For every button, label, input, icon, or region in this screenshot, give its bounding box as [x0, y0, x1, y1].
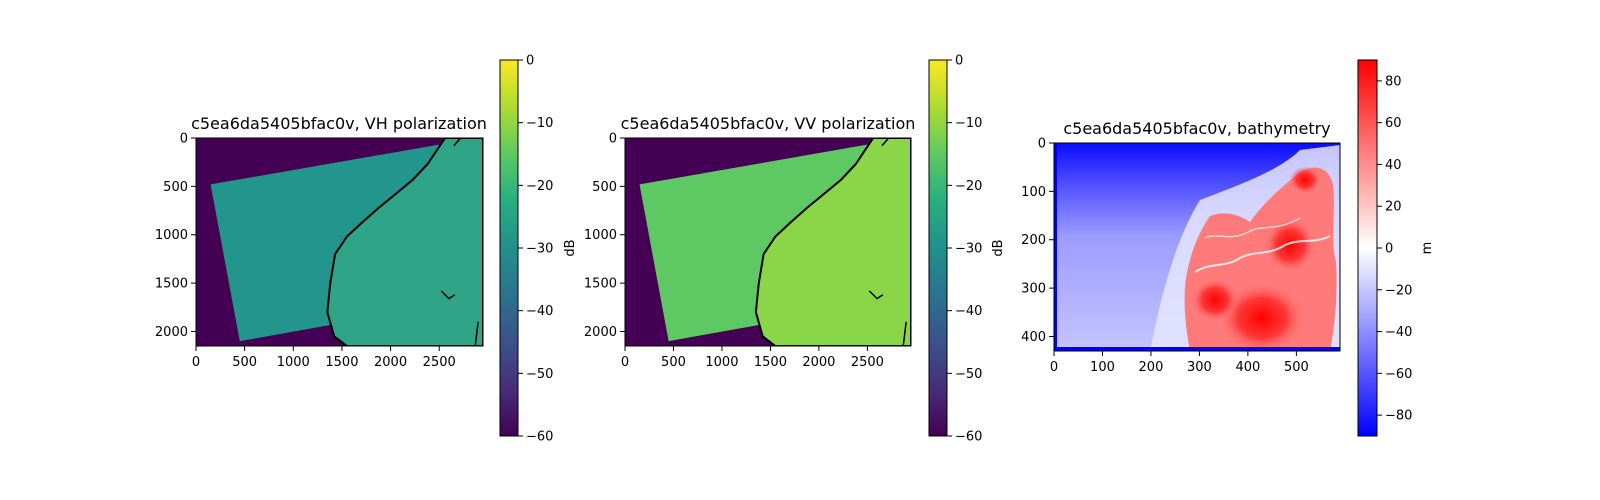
vv-colorbar — [928, 59, 948, 437]
bathymetry-high-elevation-peninsula — [1289, 166, 1321, 194]
bathymetry-xtick-label: 200 — [1139, 360, 1164, 375]
vh-ytick-label: 1500 — [155, 277, 188, 292]
vv-colorbar-tick-label: −60 — [955, 430, 982, 445]
bathymetry-panel: c5ea6da5405bfac0v, bathymetry 0 100 200 300… — [1021, 59, 1435, 437]
bathymetry-colorbar-tick-label: 40 — [1385, 158, 1402, 173]
vv-ytick-label: 0 — [609, 132, 617, 147]
bathymetry-image — [1054, 143, 1340, 351]
bathymetry-colorbar-label: m — [1420, 242, 1435, 255]
bathymetry-colorbar-tick-label: −60 — [1385, 367, 1412, 382]
bathymetry-colorbar-tick-label: 60 — [1385, 116, 1402, 131]
bathymetry-fjord-2 — [1204, 217, 1301, 239]
vv-coastline-east — [868, 138, 907, 346]
vh-xtick-label: 2000 — [374, 355, 407, 370]
vh-xtick-label: 1000 — [277, 355, 310, 370]
vh-ytick-label: 1000 — [155, 228, 188, 243]
bathymetry-colorbar-tick-label: −40 — [1385, 325, 1412, 340]
bathymetry-x-axis: 0 100 200 300 400 500 — [1050, 351, 1309, 375]
vv-title: c5ea6da5405bfac0v, VV polarization — [621, 114, 916, 133]
bathymetry-title: c5ea6da5405bfac0v, bathymetry — [1063, 119, 1330, 138]
bathymetry-colorbar-tick-label: 80 — [1385, 74, 1402, 89]
vv-xtick-label: 0 — [621, 355, 629, 370]
vh-colorbar-tick-label: −10 — [526, 116, 553, 131]
vh-ytick-label: 0 — [180, 132, 188, 147]
vh-coastline-east — [440, 138, 479, 346]
bathymetry-xtick-label: 100 — [1090, 360, 1115, 375]
bathymetry-high-elevation-west — [1191, 278, 1239, 322]
bathymetry-colorbar-tick-label: 0 — [1385, 242, 1393, 257]
bathymetry-xtick-label: 0 — [1050, 360, 1058, 375]
bathymetry-high-elevation — [1218, 282, 1306, 351]
vv-colorbar-tick-label: 0 — [955, 54, 963, 69]
bathymetry-y-axis: 0 100 200 300 400 — [1021, 137, 1054, 345]
vh-xtick-label: 2500 — [423, 355, 456, 370]
vv-colorbar-tick-label: −20 — [955, 179, 982, 194]
vv-ytick-label: 1500 — [584, 277, 617, 292]
vh-x-axis: 0 500 1000 1500 2000 2500 — [192, 346, 456, 370]
vh-colorbar-tick-label: 0 — [526, 54, 534, 69]
vh-xtick-label: 500 — [232, 355, 257, 370]
vv-y-axis: 0 500 1000 1500 2000 — [584, 132, 625, 340]
bathymetry-colorbar — [1357, 59, 1378, 437]
bathymetry-colorbar-ticks: 80 60 40 20 0 −20 −40 −60 −80 — [1377, 74, 1412, 424]
bathymetry-ytick-label: 100 — [1021, 185, 1046, 200]
vh-xtick-label: 0 — [192, 355, 200, 370]
vh-image — [196, 138, 483, 346]
vv-image — [625, 138, 911, 346]
bathymetry-xtick-label: 300 — [1187, 360, 1212, 375]
bathymetry-high-elevation-north — [1264, 217, 1316, 273]
bathymetry-nodata-left — [1054, 143, 1057, 351]
vv-xtick-label: 1000 — [705, 355, 738, 370]
vh-colorbar-tick-label: −50 — [526, 367, 553, 382]
bathymetry-ytick-label: 200 — [1021, 233, 1046, 248]
vh-axes-frame — [195, 137, 484, 347]
bathymetry-fjord — [1194, 235, 1331, 273]
bathymetry-colorbar-tick-label: −80 — [1385, 409, 1412, 424]
vh-colorbar — [499, 59, 519, 437]
vh-ytick-label: 2000 — [155, 325, 188, 340]
vv-ytick-label: 500 — [592, 180, 617, 195]
vh-colorbar-tick-label: −20 — [526, 179, 553, 194]
vv-xtick-label: 1500 — [754, 355, 787, 370]
bathymetry-nodata-bottom — [1054, 347, 1340, 351]
vv-colorbar-label: dB — [991, 239, 1006, 256]
vv-ytick-label: 2000 — [584, 325, 617, 340]
vv-panel: c5ea6da5405bfac0v, VV polarization 0 500 1… — [584, 54, 1006, 445]
vv-colorbar-tick-label: −50 — [955, 367, 982, 382]
vv-colorbar-tick-label: −30 — [955, 242, 982, 257]
vh-xtick-label: 1500 — [325, 355, 358, 370]
bathymetry-colorbar-tick-label: 20 — [1385, 200, 1402, 215]
bathymetry-ytick-label: 0 — [1038, 137, 1046, 152]
vv-xtick-label: 2000 — [802, 355, 835, 370]
vv-xtick-label: 500 — [661, 355, 686, 370]
bathymetry-ytick-label: 300 — [1021, 282, 1046, 297]
vv-colorbar-tick-label: −10 — [955, 116, 982, 131]
bathymetry-xtick-label: 400 — [1235, 360, 1260, 375]
vv-axes-frame — [624, 137, 912, 347]
vh-colorbar-tick-label: −30 — [526, 242, 553, 257]
bathymetry-ytick-label: 400 — [1021, 330, 1046, 345]
vh-colorbar-label: dB — [563, 239, 578, 256]
vv-colorbar-ticks: 0 −10 −20 −30 −40 −50 −60 — [947, 54, 982, 445]
vv-x-axis: 0 500 1000 1500 2000 2500 — [621, 346, 884, 370]
vv-ytick-label: 1000 — [584, 228, 617, 243]
vv-colorbar-tick-label: −40 — [955, 304, 982, 319]
vh-colorbar-ticks: 0 −10 −20 −30 −40 −50 −60 — [518, 54, 553, 445]
vv-xtick-label: 2500 — [851, 355, 884, 370]
vh-colorbar-tick-label: −60 — [526, 430, 553, 445]
vh-panel: c5ea6da5405bfac0v, VH polarization 0 500 1… — [155, 54, 578, 445]
vh-y-axis: 0 500 1000 1500 2000 — [155, 132, 196, 340]
vh-title: c5ea6da5405bfac0v, VH polarization — [191, 114, 487, 133]
bathymetry-axes-frame — [1053, 142, 1341, 352]
bathymetry-colorbar-tick-label: −20 — [1385, 283, 1412, 298]
bathymetry-xtick-label: 500 — [1284, 360, 1309, 375]
vh-ytick-label: 500 — [163, 180, 188, 195]
vh-colorbar-tick-label: −40 — [526, 304, 553, 319]
